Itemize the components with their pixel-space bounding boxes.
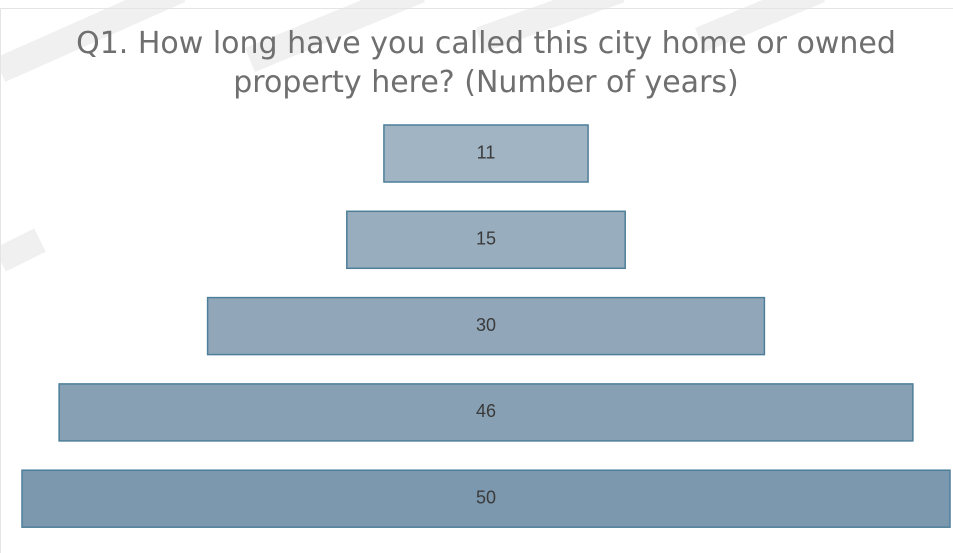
data-label: 30 bbox=[476, 315, 496, 335]
funnel-bar bbox=[206, 296, 766, 356]
chart-title: Q1. How long have you called this city h… bbox=[76, 26, 896, 100]
funnel-bar bbox=[21, 469, 951, 528]
data-label: 50 bbox=[476, 487, 496, 507]
border bbox=[0, 8, 953, 553]
data-label: 46 bbox=[476, 401, 496, 421]
funnel-bar bbox=[383, 124, 589, 183]
watermark bbox=[0, 0, 825, 272]
data-label: 15 bbox=[476, 229, 496, 249]
data-label: 11 bbox=[477, 142, 496, 162]
funnel-bar bbox=[346, 210, 626, 270]
funnel-bar bbox=[58, 383, 914, 442]
